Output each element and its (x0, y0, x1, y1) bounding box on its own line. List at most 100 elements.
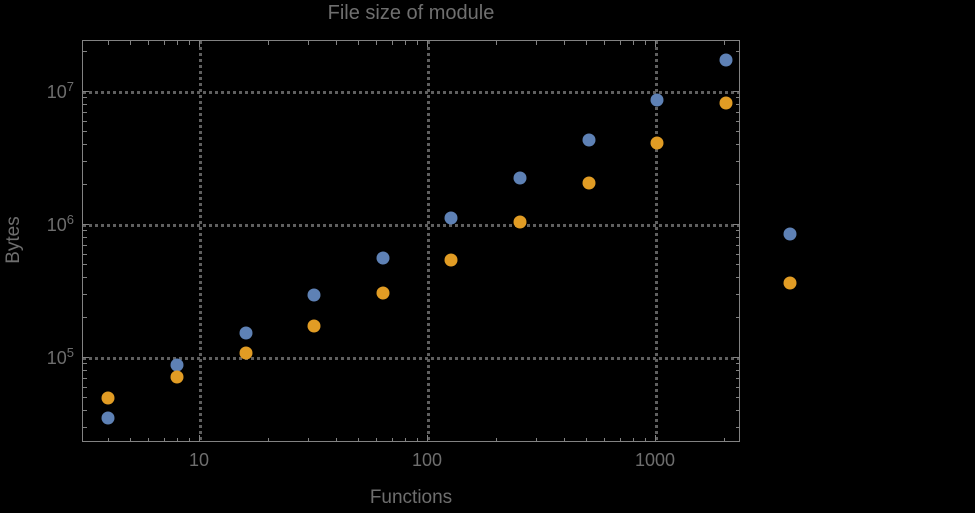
x-tick-mark (376, 437, 378, 441)
x-tick-mark (358, 437, 360, 441)
y-tick-mark (83, 224, 89, 225)
y-tick-mark (735, 111, 739, 113)
x-tick-mark (586, 437, 588, 441)
data-point-orange-series (650, 136, 664, 150)
y-tick-mark (733, 91, 739, 92)
y-tick-mark (735, 131, 739, 133)
x-tick-mark (655, 41, 656, 47)
x-tick-mark (564, 437, 566, 441)
y-tick-mark (83, 230, 87, 232)
x-tick-mark (176, 41, 178, 45)
x-tick-label: 1000 (634, 450, 676, 470)
x-tick-mark (108, 437, 110, 441)
y-tick-mark (83, 50, 87, 52)
y-tick-mark (83, 386, 87, 388)
y-tick-mark (83, 426, 87, 428)
y-tick-mark (735, 253, 739, 255)
x-tick-mark (336, 437, 338, 441)
y-tick-mark (735, 244, 739, 246)
x-tick-mark (416, 41, 418, 45)
x-tick-mark (163, 41, 165, 45)
x-tick-mark (336, 41, 338, 45)
y-tick-mark (735, 409, 739, 411)
y-tick-mark (83, 91, 89, 92)
y-tick-mark (733, 224, 739, 225)
x-tick-mark (644, 41, 646, 45)
data-point-blue-series (719, 53, 733, 67)
y-tick-label: 107 (46, 79, 74, 102)
y-tick-mark (83, 143, 87, 145)
y-tick-mark (735, 160, 739, 162)
y-tick-mark (735, 363, 739, 365)
x-axis-label: Functions (369, 487, 453, 508)
y-tick-mark (735, 120, 739, 122)
y-tick-mark (83, 369, 87, 371)
y-tick-mark (735, 386, 739, 388)
x-tick-mark (404, 437, 406, 441)
y-tick-mark (735, 264, 739, 266)
y-tick-mark (83, 236, 87, 238)
x-tick-mark (108, 41, 110, 45)
y-tick-mark (735, 236, 739, 238)
x-tick-mark (632, 437, 634, 441)
y-tick-mark (735, 316, 739, 318)
data-point-orange-series (444, 253, 458, 267)
data-point-blue-series (444, 211, 458, 225)
x-tick-mark (376, 41, 378, 45)
y-tick-mark (83, 363, 87, 365)
data-point-blue-series (170, 358, 184, 372)
x-tick-mark (199, 435, 200, 441)
y-tick-mark (83, 97, 87, 99)
x-tick-mark (307, 41, 309, 45)
gridline-vertical (427, 41, 430, 441)
data-point-orange-series (719, 96, 733, 110)
x-tick-mark (188, 437, 190, 441)
x-tick-mark (188, 41, 190, 45)
y-tick-mark (735, 143, 739, 145)
y-tick-mark (83, 103, 87, 105)
y-tick-mark (83, 264, 87, 266)
gridline-horizontal (83, 357, 739, 360)
data-point-orange-series (239, 346, 253, 360)
x-tick-mark (267, 41, 269, 45)
y-tick-mark (735, 426, 739, 428)
y-tick-mark (83, 377, 87, 379)
x-tick-mark (148, 437, 150, 441)
y-tick-mark (83, 253, 87, 255)
y-tick-label: 106 (46, 212, 74, 235)
x-tick-mark (307, 437, 309, 441)
x-tick-label: 100 (411, 450, 443, 470)
data-point-blue-series (783, 227, 797, 241)
data-point-blue-series (650, 93, 664, 107)
x-tick-mark (267, 437, 269, 441)
x-tick-mark (604, 437, 606, 441)
data-point-orange-series (307, 319, 321, 333)
x-tick-mark (404, 41, 406, 45)
data-point-orange-series (170, 370, 184, 384)
y-tick-mark (733, 357, 739, 358)
y-tick-mark (83, 183, 87, 185)
y-tick-mark (83, 160, 87, 162)
y-tick-mark (735, 50, 739, 52)
y-tick-mark (83, 244, 87, 246)
x-tick-mark (416, 437, 418, 441)
y-tick-mark (735, 97, 739, 99)
y-tick-mark (735, 369, 739, 371)
y-tick-label: 105 (46, 345, 74, 368)
x-tick-mark (130, 41, 132, 45)
data-point-orange-series (582, 176, 596, 190)
y-tick-mark (735, 103, 739, 105)
y-tick-mark (735, 293, 739, 295)
gridline-horizontal (83, 224, 739, 227)
x-tick-mark (564, 41, 566, 45)
x-tick-mark (586, 41, 588, 45)
data-point-orange-series (783, 276, 797, 290)
y-tick-mark (83, 120, 87, 122)
y-axis-label: Bytes (3, 216, 24, 264)
x-tick-mark (632, 41, 634, 45)
plot-frame (82, 40, 740, 442)
x-tick-mark (176, 437, 178, 441)
x-tick-mark (723, 437, 725, 441)
gridline-vertical (199, 41, 202, 441)
